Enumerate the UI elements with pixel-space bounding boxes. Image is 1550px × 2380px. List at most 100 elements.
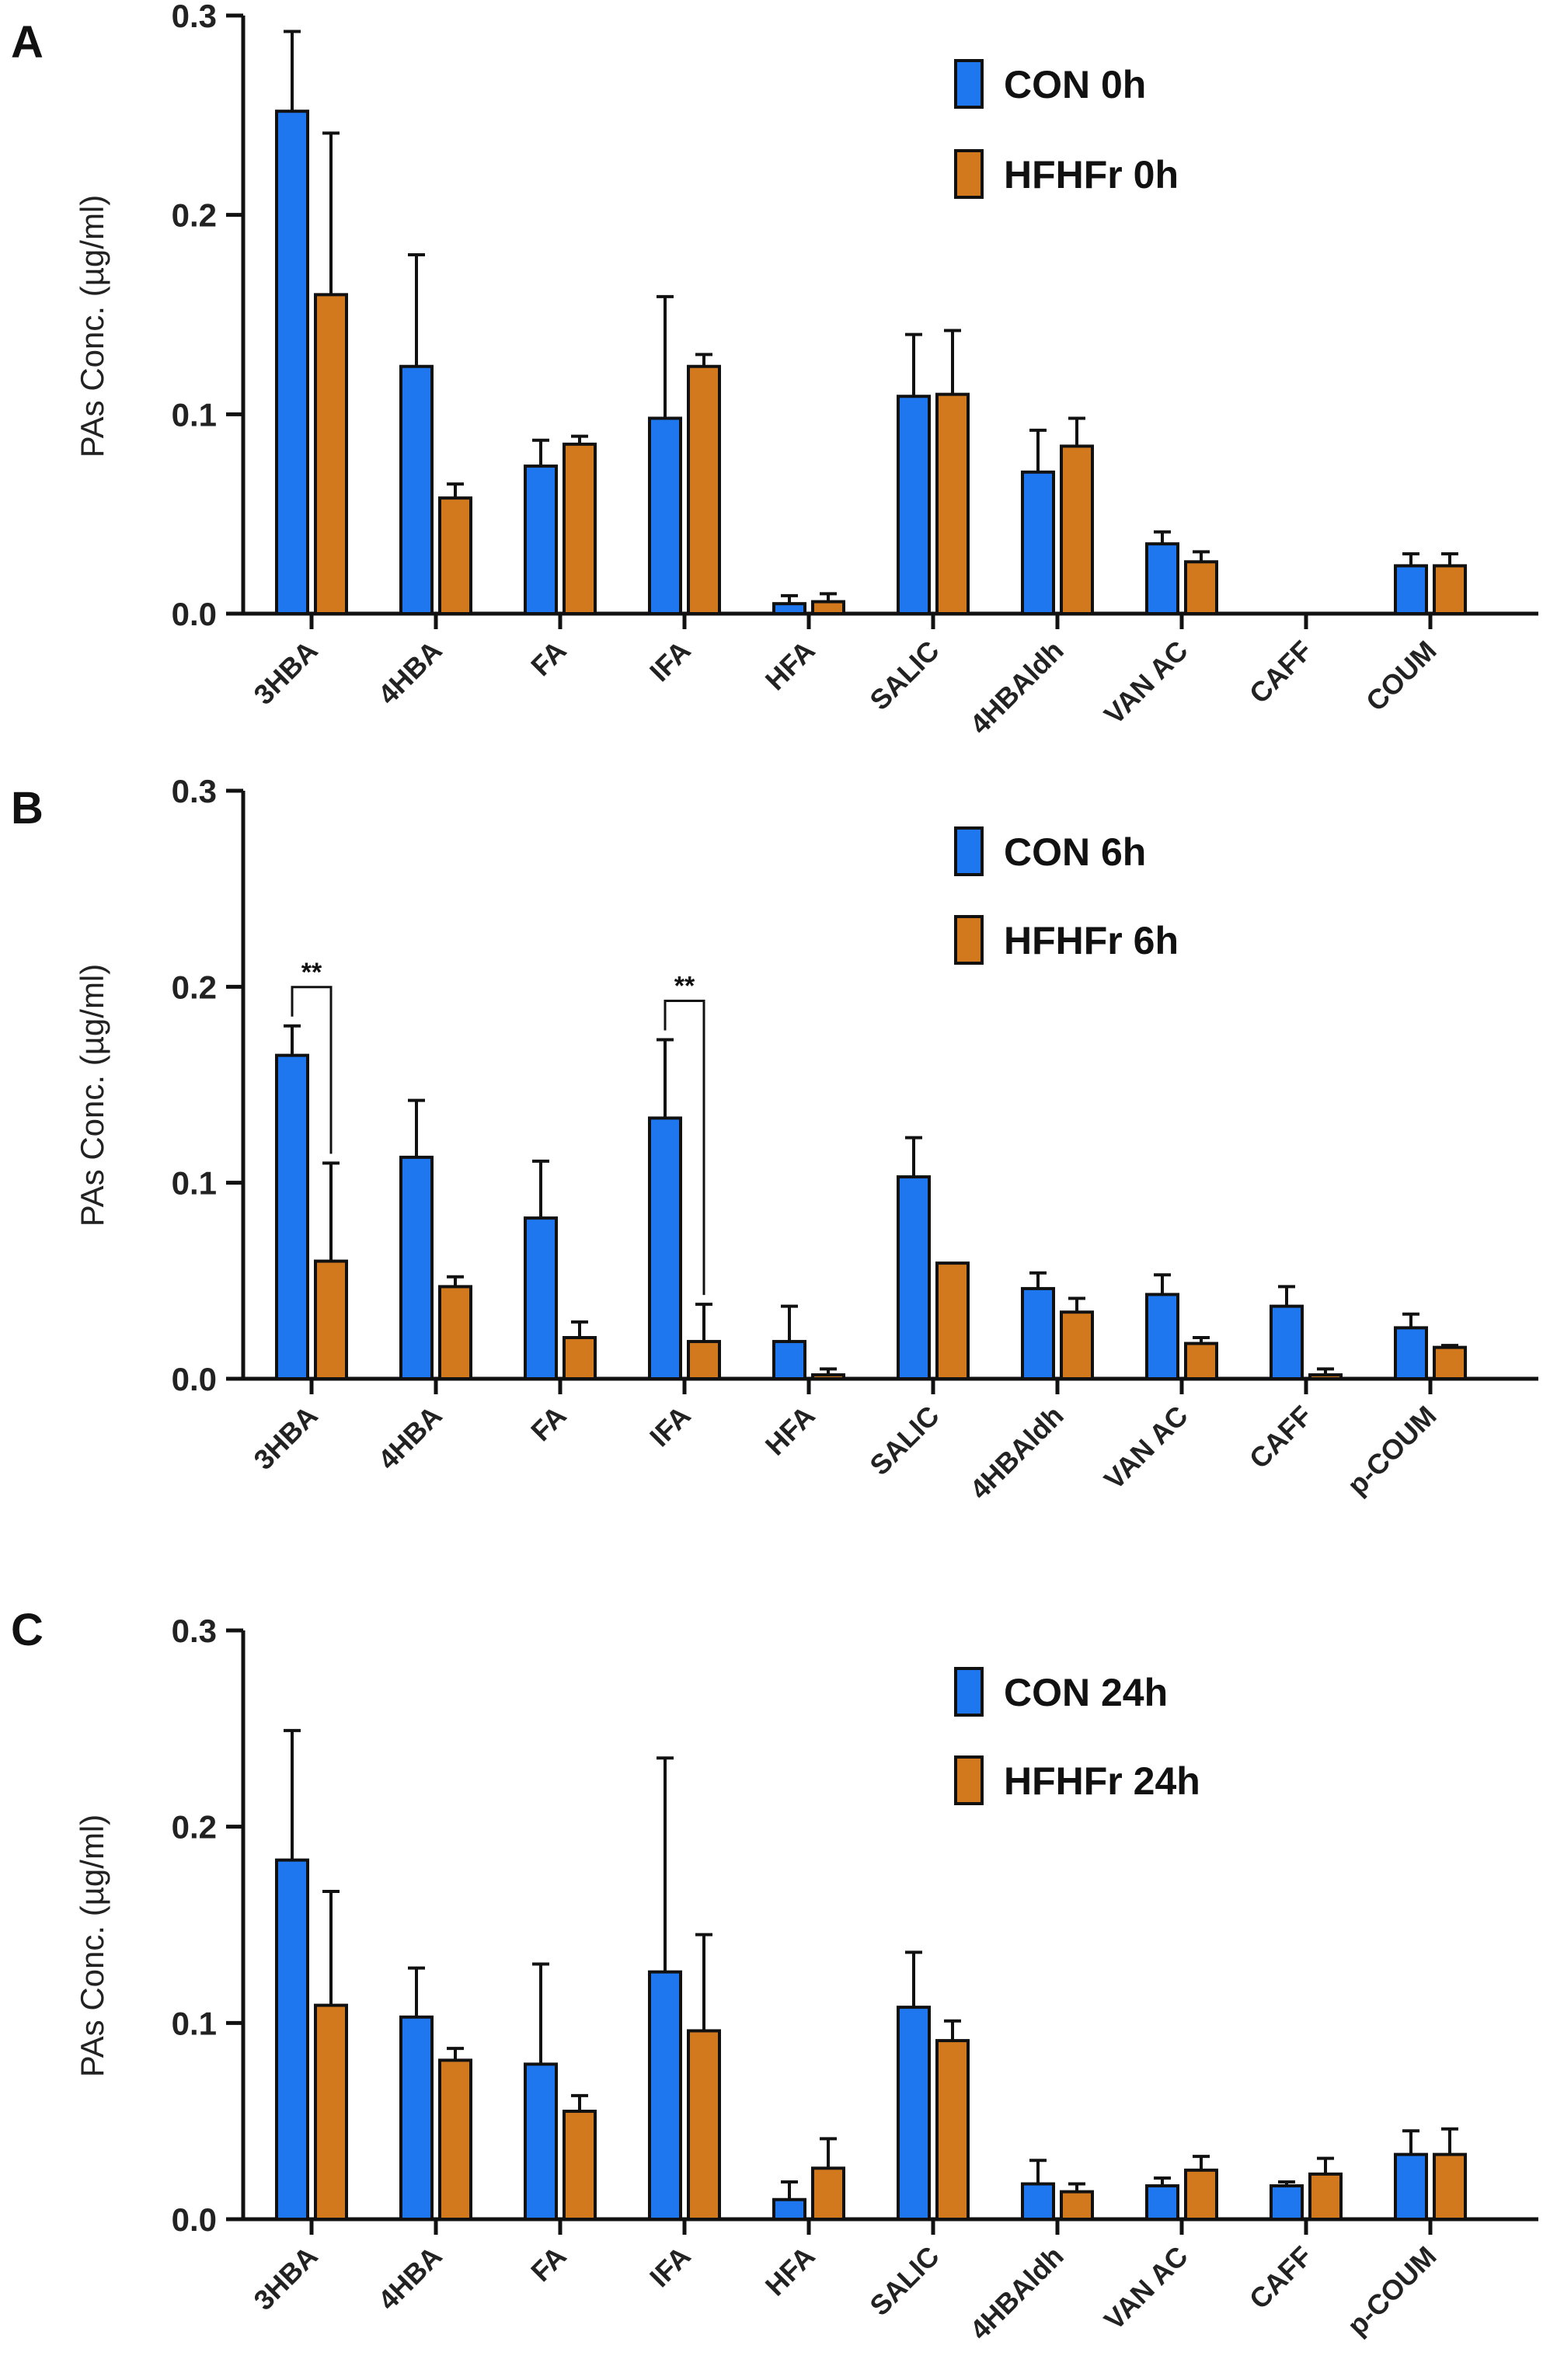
- x-tick-label: FA: [524, 2240, 573, 2288]
- bar-con: [897, 2006, 931, 2222]
- bar-con: [1394, 2152, 1428, 2222]
- x-tick-label: IFA: [643, 635, 697, 688]
- x-tick-label: IFA: [643, 1400, 697, 1453]
- bar-con: [1145, 2184, 1179, 2221]
- bar-hfhfr: [1060, 1310, 1094, 1380]
- x-tick-label: COUM: [1360, 635, 1443, 718]
- x-tick-label: HFA: [759, 1400, 821, 1462]
- legend: CON 24h HFHFr 24h: [954, 1667, 1200, 1805]
- bar-con: [648, 1116, 682, 1380]
- bar-hfhfr: [1308, 1373, 1343, 1381]
- legend-swatch-con: [954, 826, 984, 876]
- x-tick-label: 4HBA: [371, 2240, 448, 2316]
- bar-con: [1270, 2184, 1304, 2221]
- bar-con: [399, 1155, 434, 1380]
- x-tick-label: p-COUM: [1341, 1400, 1443, 1501]
- y-axis-label: PAs Conc. (µg/ml): [74, 1815, 110, 2077]
- bar-con: [275, 1053, 309, 1381]
- bar-hfhfr: [314, 1259, 348, 1380]
- x-tick-label: IFA: [643, 2240, 697, 2294]
- bar-con: [648, 1970, 682, 2221]
- x-tick-label: CAFF: [1243, 635, 1318, 710]
- bar-con: [524, 465, 558, 615]
- bar-con: [772, 602, 806, 616]
- y-tick-label: 0.0: [172, 596, 217, 632]
- x-tick-label: VAN AC: [1098, 635, 1194, 731]
- bar-hfhfr: [1308, 2172, 1343, 2222]
- bar-hfhfr: [563, 442, 597, 615]
- y-tick-label: 0.1: [172, 2005, 217, 2041]
- legend-swatch-con: [954, 59, 984, 109]
- bar-con: [1145, 542, 1179, 616]
- bar-hfhfr: [935, 392, 970, 615]
- x-tick-label: HFA: [759, 635, 821, 697]
- legend: CON 6h HFHFr 6h: [954, 826, 1179, 965]
- x-tick-label: 4HBAldh: [963, 635, 1069, 740]
- bar-hfhfr: [1184, 1341, 1218, 1380]
- bar-con: [1021, 470, 1055, 615]
- significance-label: **: [301, 958, 322, 987]
- x-tick-label: 4HBA: [371, 1400, 448, 1476]
- x-tick-label: 3HBA: [247, 635, 323, 711]
- legend-swatch-con: [954, 1667, 984, 1717]
- bar-con: [897, 395, 931, 615]
- plot-area: 0.0 0.1 0.2 0.3 3HBA 4HBA FA IFA HFA SALIC 4HBAldh…: [172, 1613, 1538, 2346]
- bar-con: [275, 110, 309, 615]
- legend-swatch-hfhfr: [954, 149, 984, 199]
- panel-b: B PAs Conc. (µg/ml) CON 6h HFHFr 6h 0.00…: [11, 773, 1538, 1505]
- bar-con: [524, 1216, 558, 1380]
- bar-con: [399, 2015, 434, 2222]
- bar-con: [772, 2197, 806, 2222]
- bar-hfhfr: [811, 1373, 845, 1381]
- legend-label-con: CON 6h: [1004, 830, 1146, 874]
- legend-swatch-hfhfr: [954, 1755, 984, 1805]
- bar-con: [1394, 1326, 1428, 1380]
- bar-hfhfr: [1433, 564, 1467, 616]
- bar-hfhfr: [935, 2039, 970, 2221]
- x-tick-label: HFA: [759, 2240, 821, 2302]
- bar-hfhfr: [563, 2110, 597, 2222]
- x-tick-label: SALIC: [863, 635, 945, 716]
- bar-con: [897, 1175, 931, 1380]
- y-axis-label: PAs Conc. (µg/ml): [74, 964, 110, 1227]
- y-tick-label: 0.2: [172, 969, 217, 1005]
- y-tick-label: 0.1: [172, 396, 217, 433]
- x-tick-label: FA: [524, 635, 573, 683]
- y-tick-label: 0.3: [172, 0, 217, 34]
- y-tick-label: 0.1: [172, 1165, 217, 1202]
- legend-label-hfhfr: HFHFr 0h: [1004, 153, 1179, 197]
- panel-letter: B: [11, 783, 44, 833]
- bar-hfhfr: [1184, 2168, 1218, 2221]
- legend-label-hfhfr: HFHFr 24h: [1004, 1759, 1200, 1803]
- x-tick-label: CAFF: [1243, 2240, 1318, 2316]
- x-tick-label: SALIC: [863, 2240, 945, 2322]
- x-tick-label: CAFF: [1243, 1400, 1318, 1475]
- panel-letter: A: [11, 17, 44, 68]
- bar-con: [1021, 1286, 1055, 1380]
- x-tick-label: FA: [524, 1400, 573, 1448]
- x-tick-label: 4HBA: [371, 635, 448, 711]
- bar-con: [648, 416, 682, 616]
- y-tick-label: 0.2: [172, 1809, 217, 1846]
- panel-c: C PAs Conc. (µg/ml) CON 24h HFHFr 24h 0.…: [11, 1605, 1538, 2346]
- bar-con: [1021, 2182, 1055, 2222]
- bar-hfhfr: [438, 496, 472, 616]
- legend-swatch-hfhfr: [954, 915, 984, 965]
- bar-con: [275, 1858, 309, 2222]
- bar-hfhfr: [1433, 1345, 1467, 1381]
- x-tick-label: p-COUM: [1341, 2240, 1443, 2342]
- panel-a: A PAs Conc. (µg/ml) CON 0h HFHFr 0h 0.00…: [11, 0, 1538, 740]
- bar-hfhfr: [687, 364, 721, 615]
- y-tick-label: 0.3: [172, 773, 217, 809]
- legend-label-con: CON 0h: [1004, 63, 1146, 106]
- bar-hfhfr: [438, 1285, 472, 1380]
- panel-letter: C: [11, 1605, 44, 1655]
- x-tick-label: SALIC: [863, 1400, 945, 1481]
- y-tick-label: 0.3: [172, 1613, 217, 1649]
- legend-label-hfhfr: HFHFr 6h: [1004, 919, 1179, 962]
- x-tick-label: VAN AC: [1098, 2240, 1194, 2337]
- plot-area: 0.0 0.1 0.2 0.3 3HBA 4HBA FA IFA HFA SALIC 4HBAldh…: [172, 0, 1538, 740]
- x-tick-label: 4HBAldh: [963, 2240, 1069, 2346]
- bar-hfhfr: [1060, 2190, 1094, 2222]
